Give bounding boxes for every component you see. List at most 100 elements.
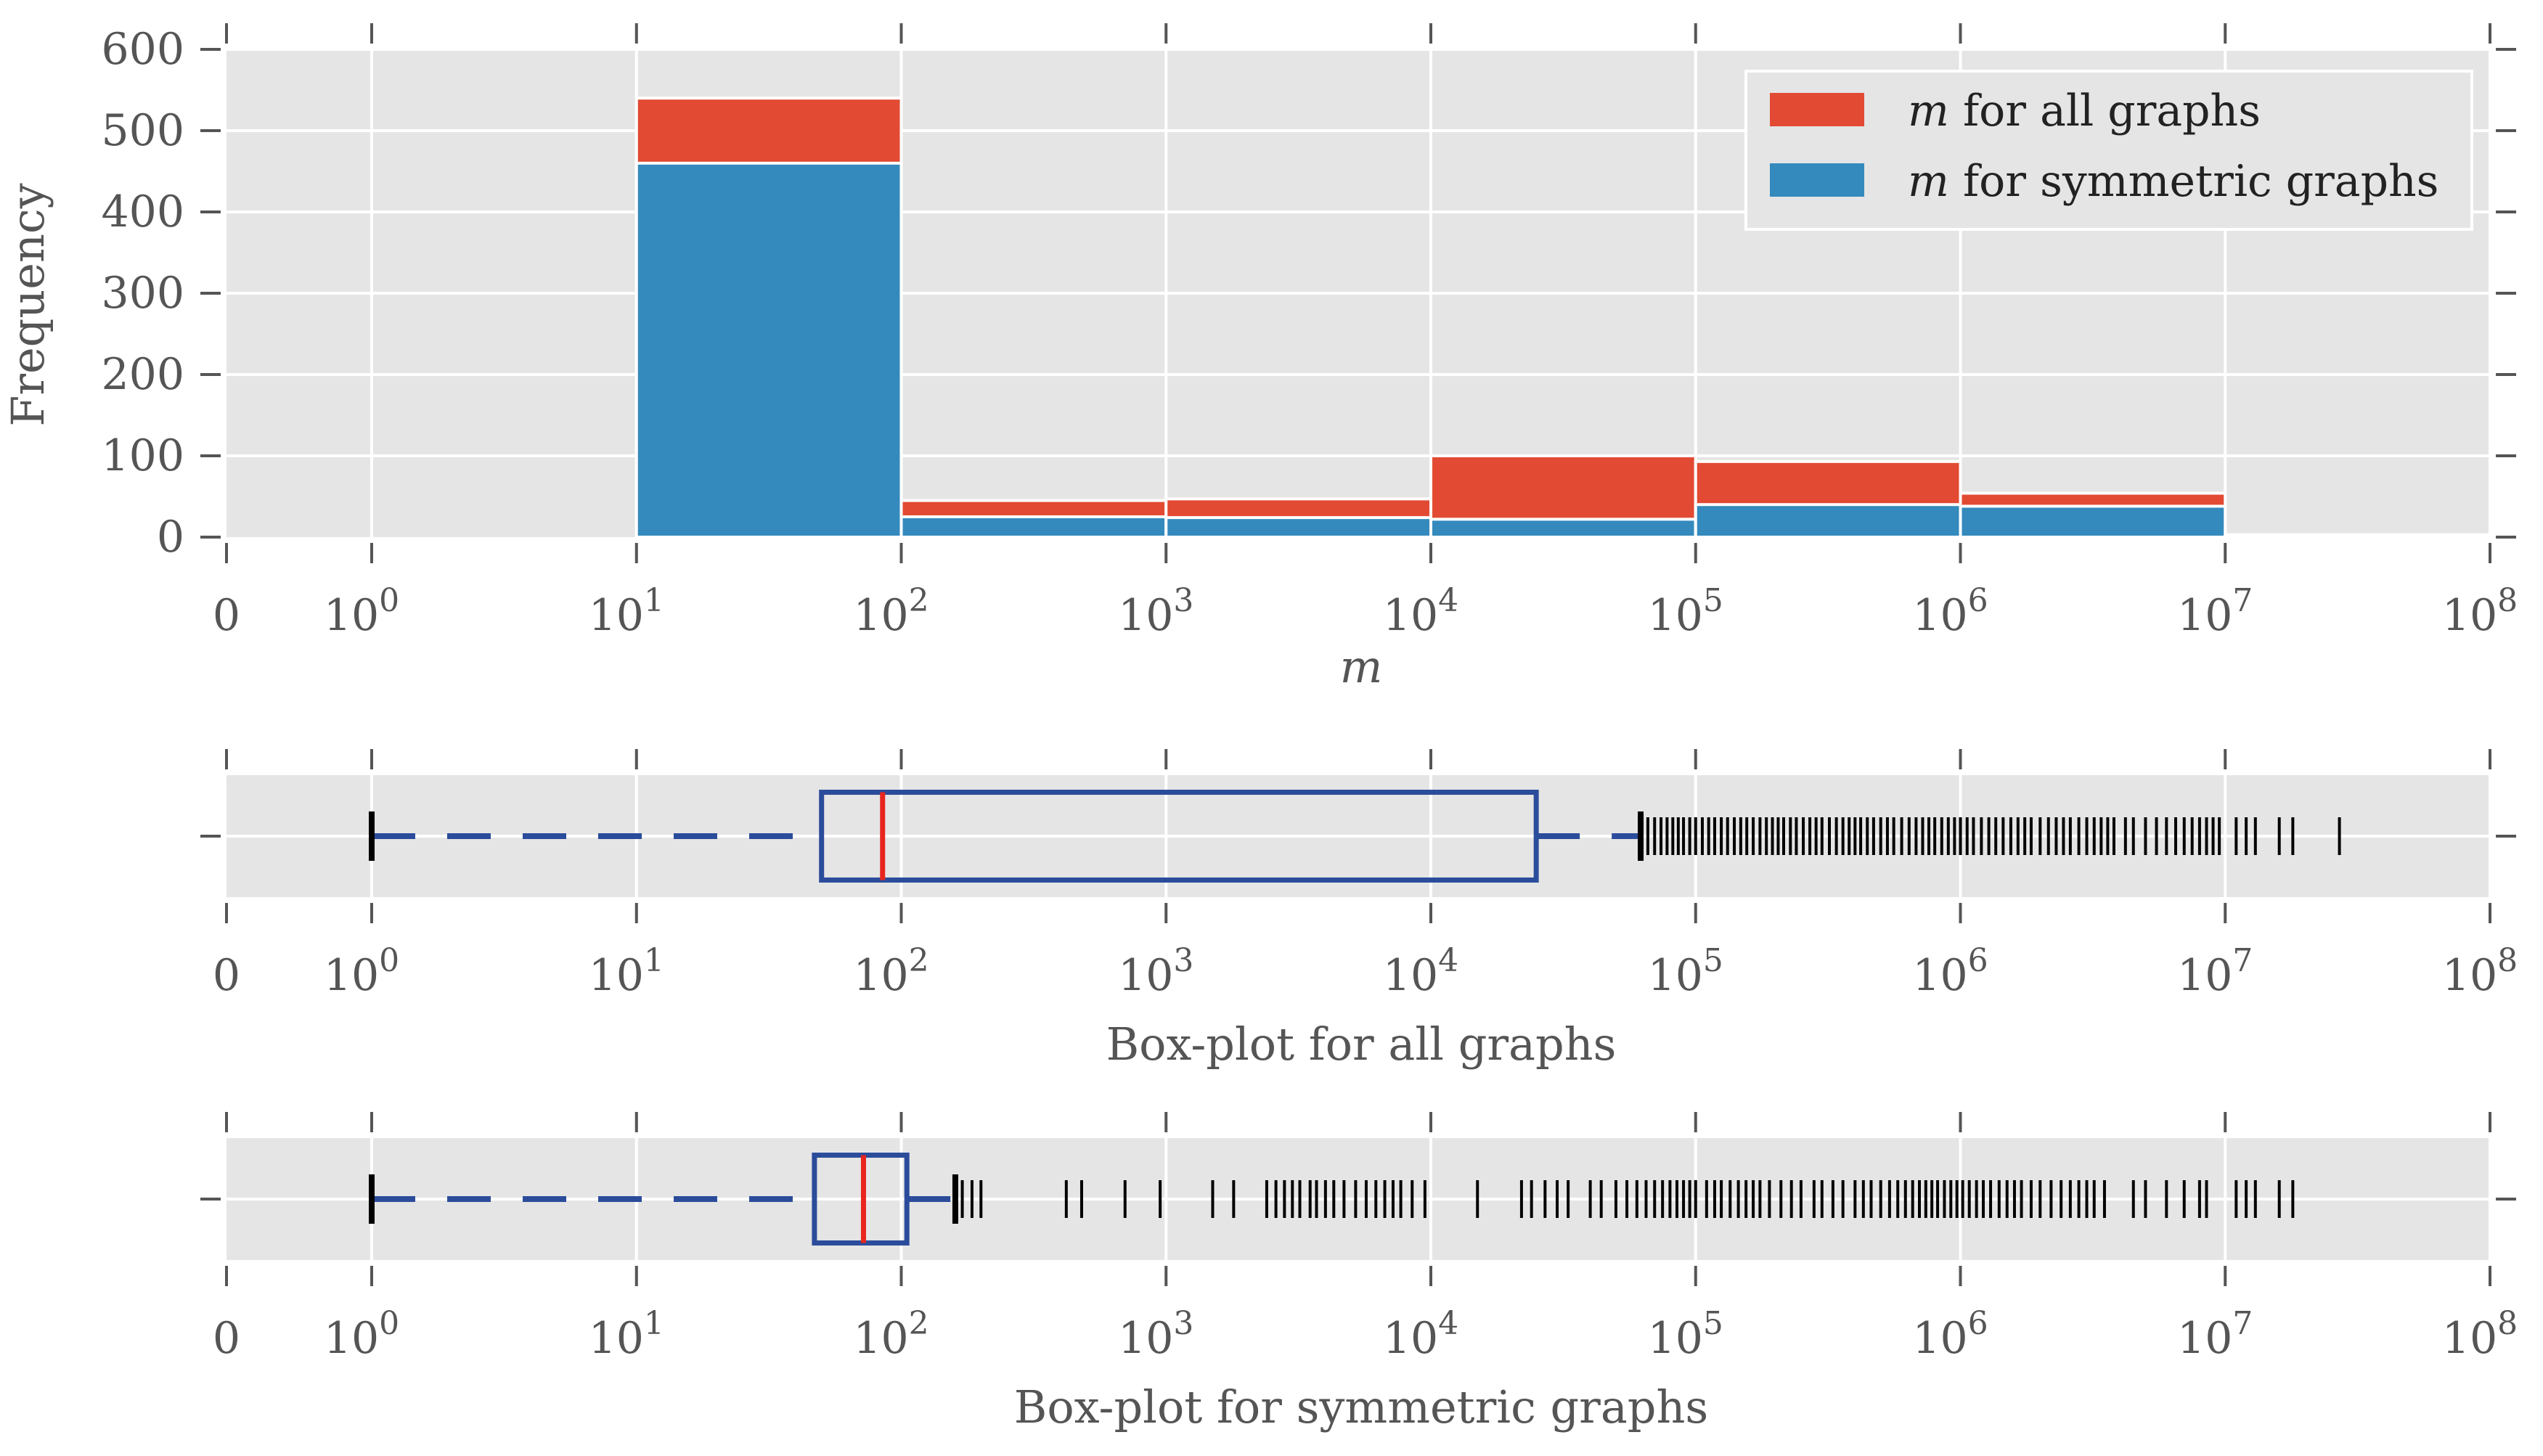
x-tick-label-4: 103 (1118, 1305, 1193, 1364)
x-tick-label-exp-1: 0 (379, 1305, 399, 1342)
x-tick-label-base-6: 10 (1648, 590, 1703, 641)
x-tick-label-base-9: 10 (2442, 590, 2497, 641)
x-tick-label-base-3: 10 (853, 590, 908, 641)
x-tick-label-base-4: 10 (1118, 590, 1173, 641)
x-tick-label-base-4: 10 (1118, 1313, 1173, 1364)
x-tick-label-7: 106 (1912, 1305, 1988, 1364)
histogram-bars (634, 97, 2491, 539)
x-tick-label-exp-8: 7 (2232, 1305, 2253, 1342)
boxplot-all-x-axis-label: Box-plot for all graphs (1106, 1018, 1617, 1071)
bar-symmetric-graphs-6 (2224, 533, 2491, 539)
x-tick-label-2: 101 (589, 942, 664, 1001)
x-tick-label-2: 101 (589, 582, 664, 641)
x-tick-label-base-0: 0 (213, 590, 240, 641)
x-tick-label-5: 104 (1383, 942, 1458, 1001)
x-tick-label-base-2: 10 (589, 1313, 644, 1364)
y-tick-label-5: 500 (101, 105, 184, 156)
x-tick-label-0: 0 (213, 1313, 240, 1364)
histogram-x-axis-label: m (1340, 640, 1383, 693)
y-tick-label-3: 300 (101, 268, 184, 319)
legend-label-all-graphs: m for all graphs (1908, 86, 2261, 136)
x-tick-label-base-1: 10 (324, 1313, 379, 1364)
box (812, 1153, 910, 1246)
x-tick-label-base-7: 10 (1912, 950, 1967, 1001)
x-tick-label-3: 102 (853, 942, 928, 1001)
x-tick-label-exp-6: 5 (1703, 582, 1723, 619)
x-tick-label-base-8: 10 (2177, 590, 2232, 641)
x-tick-label-base-5: 10 (1383, 590, 1438, 641)
x-tick-label-base-7: 10 (1912, 590, 1967, 641)
x-tick-label-base-8: 10 (2177, 1313, 2232, 1364)
x-tick-label-7: 106 (1912, 582, 1988, 641)
legend-label-symmetric-graphs: m for symmetric graphs (1908, 156, 2438, 207)
x-tick-label-7: 106 (1912, 942, 1988, 1001)
x-tick-label-exp-5: 4 (1438, 582, 1458, 619)
x-tick-label-base-0: 0 (213, 950, 240, 1001)
x-tick-label-base-6: 10 (1648, 950, 1703, 1001)
box (819, 790, 1539, 883)
x-tick-label-exp-1: 0 (379, 582, 399, 619)
x-tick-label-1: 100 (324, 582, 399, 641)
boxplot-symmetric-x-axis-label: Box-plot for symmetric graphs (1014, 1381, 1708, 1433)
boxplot-symmetric-marks (369, 1153, 2295, 1246)
x-tick-label-base-5: 10 (1383, 1313, 1438, 1364)
histogram-legend: m for all graphs m for symmetric graphs (1744, 70, 2473, 231)
x-tick-label-base-2: 10 (589, 590, 644, 641)
x-tick-label-5: 104 (1383, 582, 1458, 641)
x-tick-label-8: 107 (2177, 1305, 2253, 1364)
x-tick-label-base-8: 10 (2177, 950, 2232, 1001)
x-tick-label-exp-2: 1 (644, 582, 664, 619)
x-tick-label-base-5: 10 (1383, 950, 1438, 1001)
x-tick-label-exp-7: 6 (1968, 1305, 1988, 1342)
x-tick-label-base-0: 0 (213, 1313, 240, 1364)
x-tick-label-exp-3: 2 (909, 582, 929, 619)
x-tick-label-3: 102 (853, 1305, 928, 1364)
bar-symmetric-graphs-5 (1959, 504, 2227, 539)
x-tick-label-exp-7: 6 (1968, 942, 1988, 979)
x-tick-label-8: 107 (2177, 582, 2253, 641)
x-tick-label-6: 105 (1648, 942, 1723, 1001)
x-tick-label-9: 108 (2442, 582, 2518, 641)
x-tick-label-exp-9: 8 (2497, 1305, 2518, 1342)
x-tick-label-exp-4: 3 (1173, 942, 1193, 979)
y-tick-label-1: 100 (101, 430, 184, 481)
x-tick-label-exp-9: 8 (2497, 582, 2518, 619)
legend-swatch-all-graphs (1770, 93, 1864, 126)
x-tick-label-9: 108 (2442, 1305, 2518, 1364)
x-tick-label-exp-5: 4 (1438, 1305, 1458, 1342)
x-tick-label-exp-9: 8 (2497, 942, 2518, 979)
x-tick-label-exp-5: 4 (1438, 942, 1458, 979)
x-tick-label-base-1: 10 (324, 590, 379, 641)
bar-symmetric-graphs-2 (1164, 516, 1432, 539)
x-tick-label-base-1: 10 (324, 950, 379, 1001)
x-tick-label-base-9: 10 (2442, 950, 2497, 1001)
x-tick-label-exp-3: 2 (909, 942, 929, 979)
legend-label-all-graphs-italic: m (1908, 86, 1949, 136)
legend-swatch-symmetric-graphs (1770, 163, 1864, 197)
x-tick-label-0: 0 (213, 590, 240, 641)
boxplot-symmetric-panel: 0 100 101 102 103 104 105 106 107 108 Box-plot fo… (200, 1112, 2518, 1433)
y-tick-label-0: 0 (157, 512, 184, 563)
x-tick-label-exp-8: 7 (2232, 582, 2253, 619)
x-tick-label-base-9: 10 (2442, 1313, 2497, 1364)
x-tick-label-9: 108 (2442, 942, 2518, 1001)
x-tick-label-base-4: 10 (1118, 950, 1173, 1001)
x-tick-label-base-3: 10 (853, 950, 908, 1001)
boxplot-symmetric-ticks: 0 100 101 102 103 104 105 106 107 108 (200, 1112, 2518, 1364)
x-tick-label-exp-6: 5 (1703, 1305, 1723, 1342)
x-tick-label-base-7: 10 (1912, 1313, 1967, 1364)
x-tick-label-4: 103 (1118, 942, 1193, 1001)
boxplot-all-panel: 0 100 101 102 103 104 105 106 107 108 Box-plot fo… (200, 749, 2518, 1071)
x-tick-label-exp-3: 2 (909, 1305, 929, 1342)
x-tick-label-2: 101 (589, 1305, 664, 1364)
x-tick-label-exp-8: 7 (2232, 942, 2253, 979)
x-tick-label-3: 102 (853, 582, 928, 641)
x-tick-label-exp-1: 0 (379, 942, 399, 979)
x-tick-label-0: 0 (213, 950, 240, 1001)
x-tick-label-exp-7: 6 (1968, 582, 1988, 619)
x-tick-label-4: 103 (1118, 582, 1193, 641)
x-tick-label-exp-4: 3 (1173, 582, 1193, 619)
